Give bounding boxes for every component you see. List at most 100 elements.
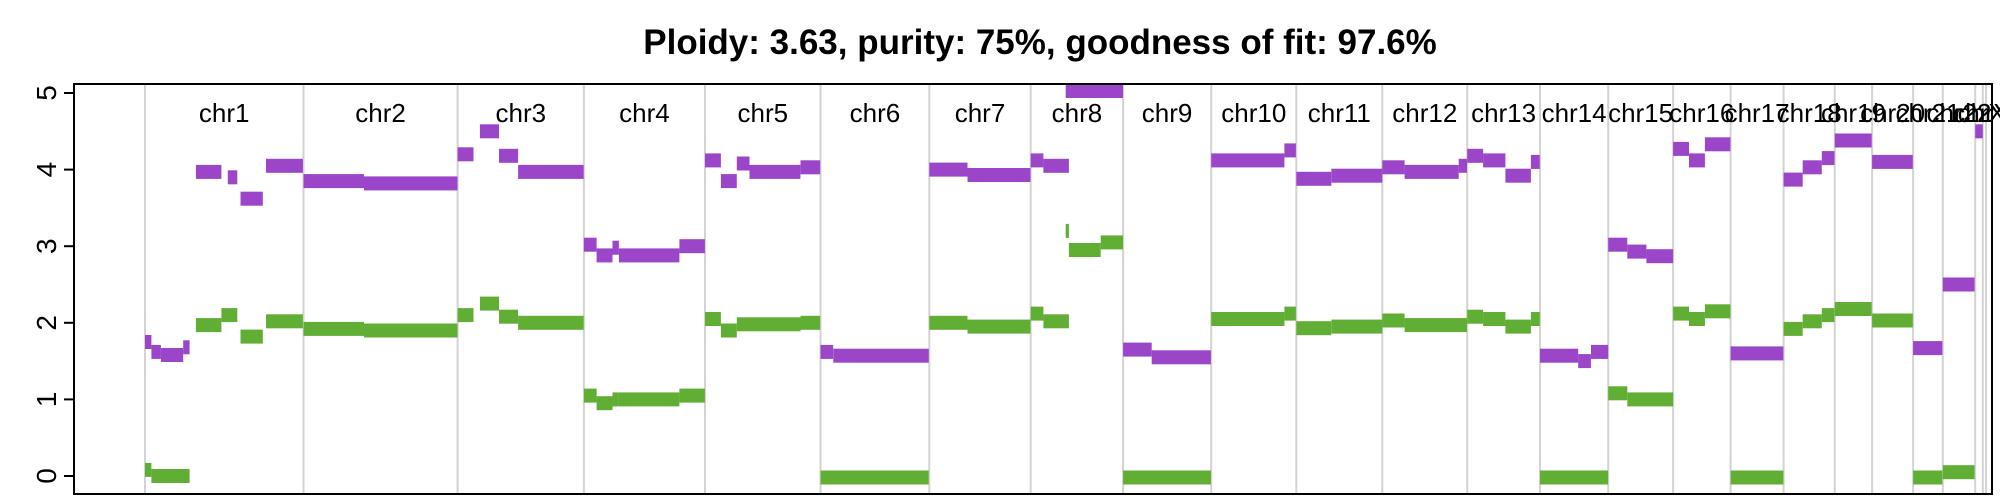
segment-major-chr9 xyxy=(1123,342,1152,357)
segment-major-chr5 xyxy=(800,160,821,175)
segment-minor-chr3 xyxy=(499,309,519,324)
segment-major-chr1 xyxy=(240,191,263,206)
chromosome-label-chr6: chr6 xyxy=(850,98,901,128)
chromosome-label-chr13: chr13 xyxy=(1471,98,1536,128)
segment-major-chr15 xyxy=(1608,237,1628,252)
segment-minor-chr13 xyxy=(1530,312,1540,326)
segment-minor-chr3 xyxy=(518,315,584,330)
segment-minor-chr4 xyxy=(583,388,597,403)
chromosome-labels-layer: chr1 chr2 chr3 chr4 chr5 chr6 chr7 chr8 chr9 chr1… xyxy=(199,98,2000,128)
segment-major-chr6 xyxy=(833,348,929,363)
segment-major-chr5 xyxy=(705,153,721,168)
segment-minor-chr1 xyxy=(240,329,263,344)
segment-minor-chr16 xyxy=(1704,304,1731,319)
segment-minor-chr9 xyxy=(1123,470,1211,485)
segment-major-chr14 xyxy=(1578,354,1591,369)
segment-minor-chr8 xyxy=(1065,223,1069,238)
y-tick-label: 0 xyxy=(31,468,62,484)
segment-minor-chr15 xyxy=(1627,392,1674,407)
segment-minor-chr5 xyxy=(720,323,737,338)
segment-minor-chr2 xyxy=(363,323,458,338)
chromosome-label-chr17: chr17 xyxy=(1725,98,1790,128)
chromosome-label-chr4: chr4 xyxy=(619,98,670,128)
segment-minor-chr16 xyxy=(1673,306,1689,321)
segment-minor-chr13 xyxy=(1467,309,1484,324)
segment-major-chr12 xyxy=(1382,160,1405,175)
chromosome-label-chr10: chr10 xyxy=(1221,98,1286,128)
segment-minor-chr18 xyxy=(1821,308,1835,323)
segment-minor-chr1 xyxy=(221,308,238,323)
segment-major-chr3 xyxy=(518,164,584,179)
segment-major-chrX xyxy=(1975,124,1983,139)
series-minor xyxy=(145,223,1975,485)
segment-minor-chr21 xyxy=(1913,470,1943,485)
segment-major-chr1 xyxy=(183,340,190,355)
segment-minor-chr4 xyxy=(679,388,705,403)
segment-major-chr13 xyxy=(1505,168,1531,183)
segment-major-chr13 xyxy=(1483,153,1506,168)
segment-minor-chr22 xyxy=(1942,465,1975,480)
segment-minor-chr19 xyxy=(1834,302,1872,316)
segments-layer xyxy=(145,84,1983,485)
segment-major-chr8 xyxy=(1043,158,1069,173)
segment-major-chr7 xyxy=(929,162,968,177)
segment-major-chr8 xyxy=(1065,84,1123,98)
segment-minor-chr16 xyxy=(1689,312,1705,326)
y-tick-label: 2 xyxy=(31,315,62,331)
segment-major-chr12 xyxy=(1458,158,1467,173)
chromosome-label-chr9: chr9 xyxy=(1142,98,1193,128)
chromosome-label-chr5: chr5 xyxy=(738,98,789,128)
chromosome-label-chrY: chrY xyxy=(1958,98,2000,128)
segment-major-chr2 xyxy=(363,176,458,191)
segment-major-chr10 xyxy=(1284,143,1296,158)
segment-major-chr13 xyxy=(1467,148,1484,163)
grid-layer xyxy=(144,84,1987,494)
chromosome-label-chr15: chr15 xyxy=(1608,98,1673,128)
segment-major-chr6 xyxy=(820,344,834,359)
segment-minor-chr14 xyxy=(1540,470,1609,485)
segment-minor-chr1 xyxy=(266,314,303,329)
segment-minor-chr4 xyxy=(596,396,613,411)
series-major xyxy=(145,84,1983,369)
segment-major-chr19 xyxy=(1834,133,1872,148)
segment-major-chr4 xyxy=(679,239,705,254)
chromosome-label-chr16: chr16 xyxy=(1669,98,1734,128)
segment-major-chr8 xyxy=(1030,153,1044,168)
segment-major-chr5 xyxy=(749,164,801,179)
segment-minor-chr5 xyxy=(800,315,821,330)
segment-minor-chr1 xyxy=(151,469,190,483)
segment-major-chr16 xyxy=(1689,153,1705,168)
chromosome-label-chr22: chr22 xyxy=(1926,98,1991,128)
segment-major-chr14 xyxy=(1591,344,1609,359)
segment-minor-chr6 xyxy=(820,470,929,485)
segment-major-chr11 xyxy=(1296,171,1332,186)
segment-minor-chr11 xyxy=(1296,321,1332,336)
chromosome-label-chr18: chr18 xyxy=(1777,98,1842,128)
segment-major-chr12 xyxy=(1404,164,1459,179)
chromosome-label-chr20: chr20 xyxy=(1860,98,1925,128)
chromosome-label-chr1: chr1 xyxy=(199,98,250,128)
chromosome-label-chr2: chr2 xyxy=(355,98,406,128)
segment-major-chr11 xyxy=(1331,168,1383,183)
segment-major-chr15 xyxy=(1627,244,1647,259)
y-tick-label: 1 xyxy=(31,392,62,408)
segment-major-chr7 xyxy=(967,168,1031,182)
segment-major-chr10 xyxy=(1211,153,1285,168)
segment-minor-chr3 xyxy=(479,296,499,311)
chromosome-label-chr7: chr7 xyxy=(955,98,1006,128)
segment-major-chr16 xyxy=(1704,137,1731,152)
segment-minor-chr10 xyxy=(1211,312,1285,326)
segment-major-chr1 xyxy=(160,348,184,362)
segment-minor-chr12 xyxy=(1382,313,1405,328)
segment-minor-chr8 xyxy=(1030,306,1044,321)
segment-major-chr14 xyxy=(1540,348,1579,363)
segment-major-chr4 xyxy=(596,248,613,263)
chromosome-label-chr19: chr19 xyxy=(1821,98,1886,128)
segment-minor-chr4 xyxy=(618,392,680,407)
segment-major-chr1 xyxy=(195,164,222,179)
segment-minor-chr17 xyxy=(1730,470,1784,485)
segment-minor-chr8 xyxy=(1043,314,1069,329)
segment-minor-chr18 xyxy=(1783,321,1803,336)
